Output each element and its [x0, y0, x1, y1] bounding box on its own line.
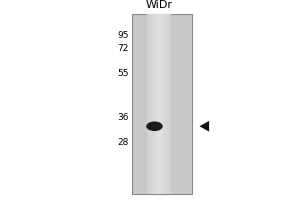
Text: 72: 72 — [118, 44, 129, 53]
Bar — [167, 14, 168, 194]
Bar — [150, 14, 151, 194]
Bar — [148, 14, 149, 194]
Bar — [170, 14, 171, 194]
Bar — [164, 14, 165, 194]
Polygon shape — [200, 121, 209, 132]
Bar — [155, 14, 156, 194]
Bar — [166, 14, 167, 194]
Bar — [147, 14, 148, 194]
Bar — [132, 14, 192, 194]
Bar — [160, 14, 161, 194]
Bar — [154, 14, 155, 194]
Bar — [163, 14, 164, 194]
Bar — [157, 14, 158, 194]
Bar — [169, 14, 170, 194]
Bar — [158, 14, 159, 194]
Bar — [165, 14, 166, 194]
Bar — [151, 14, 152, 194]
Bar — [162, 14, 163, 194]
Text: 95: 95 — [118, 31, 129, 40]
Text: 55: 55 — [118, 69, 129, 78]
Bar — [149, 14, 150, 194]
Ellipse shape — [146, 121, 163, 131]
Bar — [153, 14, 154, 194]
Bar — [156, 14, 157, 194]
Bar — [161, 14, 162, 194]
Bar — [159, 14, 160, 194]
Text: 28: 28 — [118, 138, 129, 147]
Text: 36: 36 — [118, 113, 129, 122]
Text: WiDr: WiDr — [146, 0, 172, 10]
Bar — [152, 14, 153, 194]
Bar — [168, 14, 169, 194]
